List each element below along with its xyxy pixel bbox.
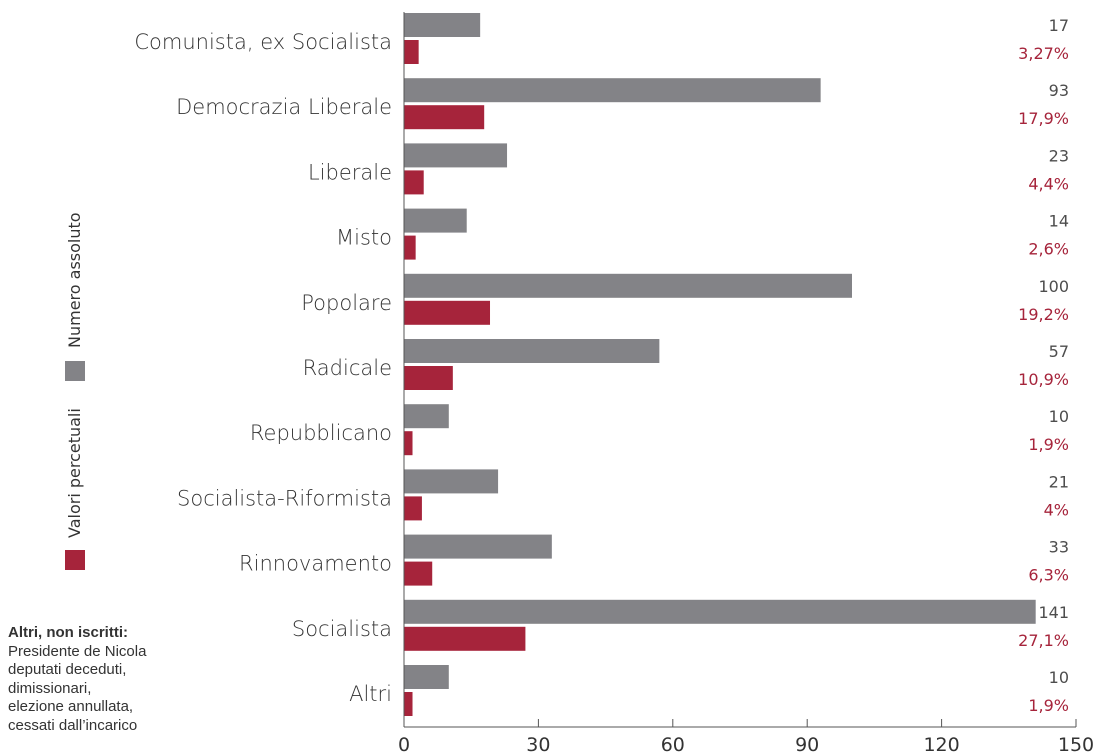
value-label-absolute: 23 (1049, 146, 1069, 165)
value-label-percent: 4% (1044, 500, 1069, 519)
category-label: Socialista (292, 617, 392, 641)
bar-absolute (404, 143, 508, 168)
footnote-title: Altri, non iscritti: (8, 624, 128, 641)
bar-absolute (404, 273, 852, 298)
footnote-line: dimissionari, (8, 679, 92, 697)
footnote: Altri, non iscritti: Presidente de Nicol… (8, 624, 208, 735)
bar-absolute (404, 339, 660, 363)
category-label: Rinnovamento (239, 552, 392, 576)
value-label-absolute: 57 (1049, 342, 1069, 361)
value-label-absolute: 14 (1049, 212, 1069, 231)
legend-label-absolute: Numero assoluto (65, 212, 84, 348)
bar-percent (404, 366, 453, 390)
bar-percent (404, 626, 526, 651)
footnote-line: Presidente de Nicola (8, 642, 147, 660)
legend: Numero assoluto Valori percetuali (65, 212, 85, 570)
category-label: Altri (349, 682, 392, 706)
value-label-percent: 1,9% (1028, 696, 1069, 715)
value-label-percent: 2,6% (1028, 240, 1069, 259)
bar-absolute (404, 534, 552, 559)
legend-swatch-absolute (65, 361, 85, 381)
category-label: Socialista-Riformista (177, 486, 392, 510)
value-label-percent: 6,3% (1028, 566, 1069, 585)
x-tick-label: 150 (1058, 734, 1094, 756)
footnote-line: cessati dall’incarico (8, 716, 138, 734)
value-label-absolute: 93 (1049, 81, 1069, 100)
bar-percent (404, 692, 413, 716)
value-label-absolute: 10 (1049, 668, 1069, 687)
value-label-percent: 10,9% (1018, 370, 1069, 389)
value-label-absolute: 33 (1049, 538, 1069, 557)
value-label-percent: 1,9% (1028, 435, 1069, 454)
bar-absolute (404, 78, 821, 103)
bar-percent (404, 105, 485, 130)
footnote-line: elezione annullata, (8, 698, 134, 715)
bar-percent (404, 40, 419, 64)
x-tick-label: 0 (398, 734, 410, 756)
bar-absolute (404, 469, 499, 494)
value-label-percent: 19,2% (1018, 305, 1069, 324)
category-label: Misto (336, 226, 392, 250)
value-label-absolute: 17 (1049, 16, 1069, 35)
x-tick-label: 30 (526, 734, 550, 756)
bar-percent (404, 235, 416, 260)
category-label: Liberale (308, 160, 392, 184)
footnote-line: deputati deceduti, (8, 661, 127, 678)
value-label-absolute: 10 (1049, 407, 1069, 426)
category-label: Popolare (301, 291, 392, 315)
legend-label-percent: Valori percetuali (65, 408, 84, 538)
category-label: Democrazia Liberale (176, 95, 392, 119)
x-axis: 0 30 60 90 120 150 (398, 12, 1094, 756)
bar-percent (404, 496, 422, 521)
category-label: Repubblicano (250, 421, 392, 445)
bars-group: Comunista, ex Socialista 17 3,27% Democrazi… (134, 13, 1069, 716)
bar-percent (404, 431, 413, 456)
bar-absolute (404, 13, 481, 37)
category-label: Comunista, ex Socialista (134, 30, 392, 54)
value-label-percent: 3,27% (1018, 44, 1069, 63)
bar-percent (404, 300, 491, 325)
x-tick-label: 60 (661, 734, 685, 756)
category-label: Radicale (303, 356, 392, 380)
value-label-absolute: 100 (1038, 277, 1069, 296)
value-label-percent: 17,9% (1018, 109, 1069, 128)
bar-absolute (404, 208, 467, 233)
x-tick-label: 90 (795, 734, 819, 756)
x-tick-label: 120 (923, 734, 959, 756)
bar-percent (404, 561, 433, 586)
bar-percent (404, 170, 424, 195)
bar-absolute (404, 665, 449, 689)
bar-absolute (404, 404, 449, 429)
bar-absolute (404, 599, 1036, 624)
value-label-absolute: 21 (1049, 472, 1069, 491)
value-label-absolute: 141 (1038, 603, 1069, 622)
value-label-percent: 4,4% (1028, 174, 1069, 193)
value-label-percent: 27,1% (1018, 631, 1069, 650)
legend-swatch-percent (65, 550, 85, 570)
